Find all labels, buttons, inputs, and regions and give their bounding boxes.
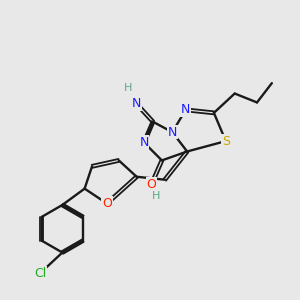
Text: S: S (222, 135, 230, 148)
Text: N: N (140, 136, 149, 149)
Text: O: O (146, 178, 156, 191)
Text: O: O (102, 197, 112, 210)
Text: N: N (168, 126, 177, 139)
Text: H: H (152, 191, 160, 201)
Text: N: N (132, 98, 141, 110)
Text: Cl: Cl (34, 267, 46, 280)
Text: H: H (124, 82, 132, 93)
Text: N: N (181, 103, 190, 116)
